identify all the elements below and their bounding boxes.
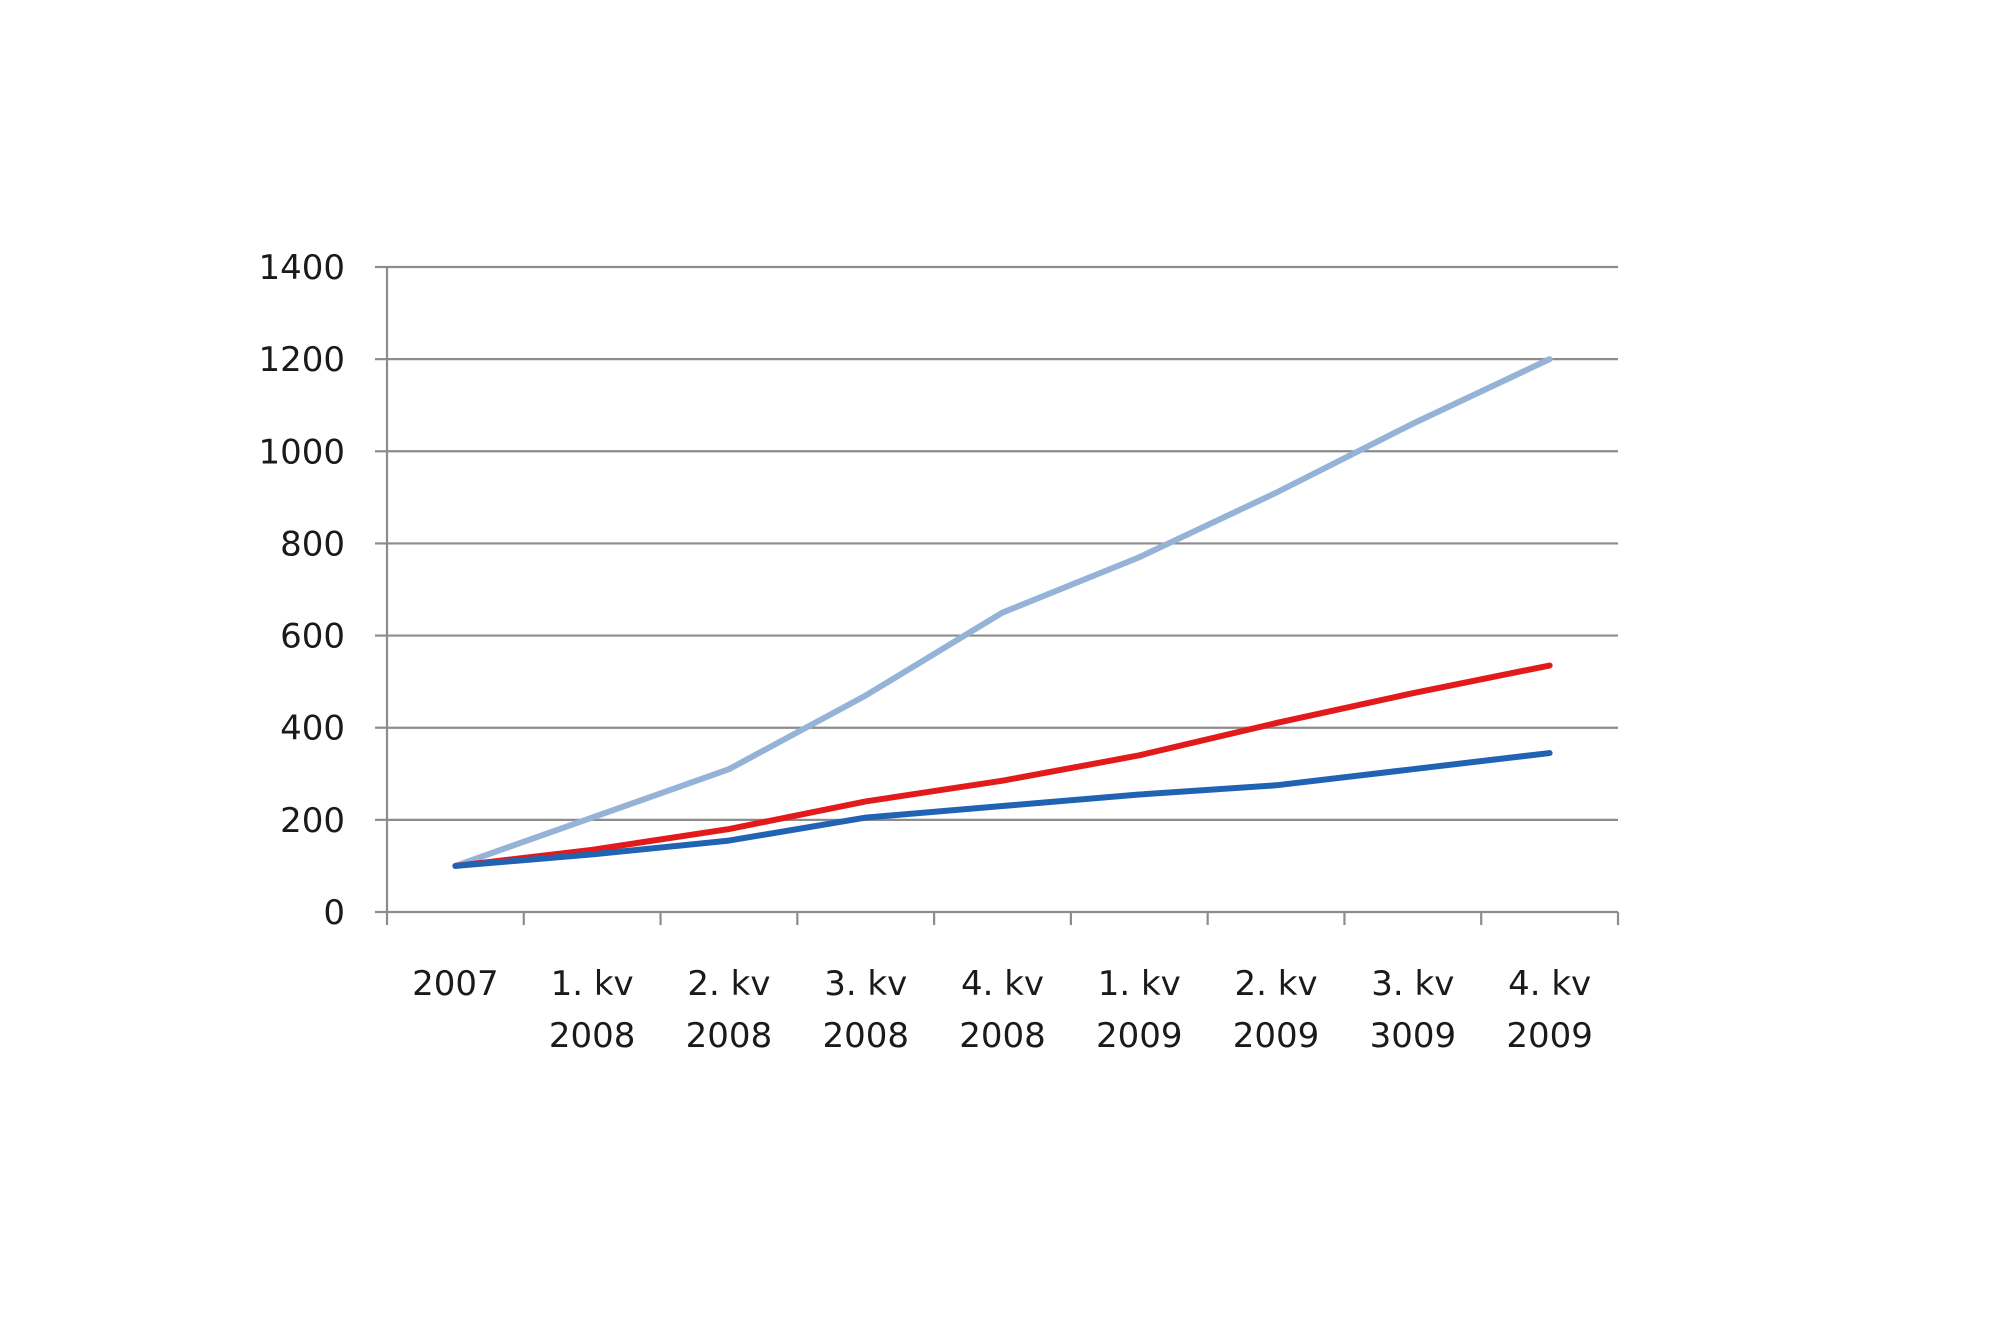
x-tick-label-line: 2009 [1096, 1016, 1183, 1056]
x-tick-label: 3. kv 2008 [822, 964, 909, 1056]
x-tick-label-line: 2007 [412, 964, 499, 1004]
x-tick-label-line: 1. kv [1098, 964, 1181, 1004]
x-tick-label-line: 2009 [1506, 1016, 1593, 1056]
y-tick-label: 200 [280, 801, 345, 841]
x-tick-labels: 2007 1. kv 2008 2. kv 2008 3. kv 2008 4. kv 2008… [412, 964, 1593, 1056]
x-tick-label-line: 2008 [822, 1016, 909, 1056]
y-tick-label: 1000 [258, 432, 345, 472]
x-tick-label: 2007 [412, 964, 499, 1004]
x-tick-label-line: 2. kv [1235, 964, 1318, 1004]
x-tick-label-line: 2. kv [687, 964, 770, 1004]
y-tick-label: 800 [280, 524, 345, 564]
x-tick-label-line: 2008 [959, 1016, 1046, 1056]
x-tick-label: 2. kv 2009 [1233, 964, 1320, 1056]
y-tick-label: 400 [280, 709, 345, 749]
series-lines [452, 356, 1553, 869]
y-tick-label: 0 [323, 893, 345, 933]
x-tick-label: 4. kv 2009 [1506, 964, 1593, 1056]
grid-lines [387, 265, 1618, 821]
x-tick-label: 3. kv 3009 [1370, 964, 1457, 1056]
x-tick-label: 4. kv 2008 [959, 964, 1046, 1056]
x-tick-label-line: 3. kv [824, 964, 907, 1004]
x-tick-label-line: 3. kv [1371, 964, 1454, 1004]
x-tick-label-line: 3009 [1370, 1016, 1457, 1056]
x-tick-label-line: 4. kv [961, 964, 1044, 1004]
x-tick-label: 1. kv 2009 [1096, 964, 1183, 1056]
x-tick-label-line: 4. kv [1508, 964, 1591, 1004]
x-tick-label: 1. kv 2008 [549, 964, 636, 1056]
y-tick-label: 1400 [258, 248, 345, 288]
x-tick-label: 2. kv 2008 [686, 964, 773, 1056]
series-line-3 [452, 750, 1553, 869]
y-tick-label: 1200 [258, 340, 345, 380]
x-tick-label-line: 2008 [549, 1016, 636, 1056]
y-tick-label: 600 [280, 617, 345, 657]
series-line-1 [452, 356, 1553, 869]
y-tick-labels: 0 200 400 600 800 1000 1200 1400 [258, 248, 345, 933]
x-tick-label-line: 2008 [686, 1016, 773, 1056]
series-line-2 [452, 662, 1553, 869]
x-tick-label-line: 1. kv [551, 964, 634, 1004]
x-tick-label-line: 2009 [1233, 1016, 1320, 1056]
axes [375, 265, 1620, 925]
